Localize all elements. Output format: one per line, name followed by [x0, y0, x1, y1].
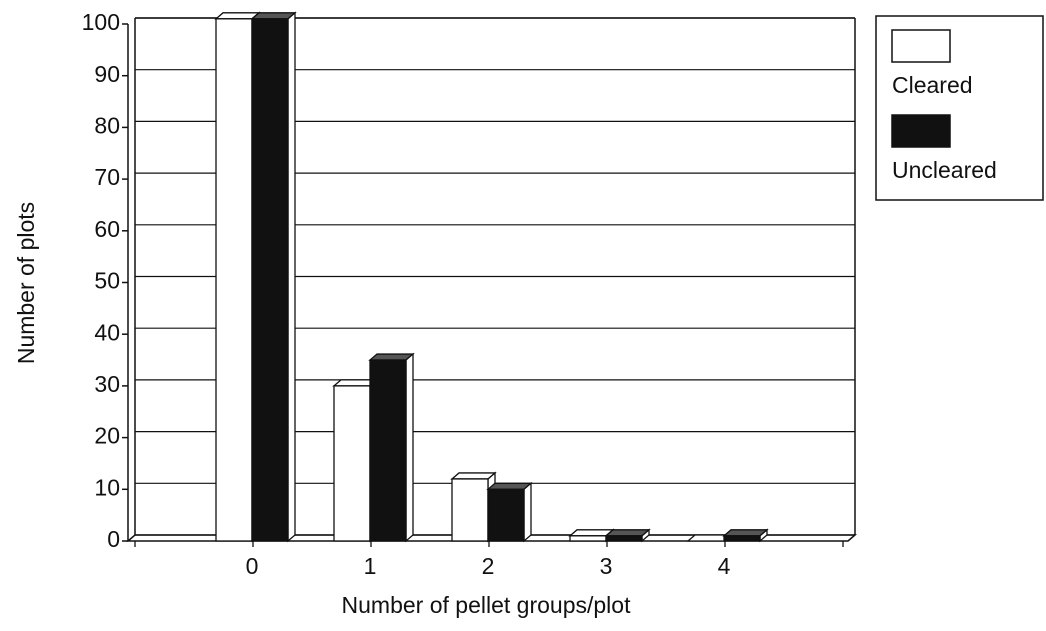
bar-front: [215, 18, 253, 542]
y-tick-label: 70: [94, 164, 120, 190]
bar-side: [523, 481, 532, 543]
x-tick-label: 1: [364, 553, 377, 579]
bar-side: [287, 11, 296, 543]
x-tick-label: 4: [718, 553, 731, 579]
y-tick-label: 0: [107, 526, 120, 552]
legend-swatch: [891, 114, 951, 148]
bar-front: [333, 385, 371, 542]
y-tick-label: 100: [82, 9, 120, 35]
bar-front: [605, 535, 643, 542]
bar-front: [451, 478, 489, 542]
bar-front: [487, 488, 525, 542]
bar: [486, 481, 533, 543]
bar-front: [369, 359, 407, 542]
x-tick-label: 2: [482, 553, 495, 579]
bar: [250, 11, 297, 543]
y-tick-label: 60: [94, 216, 120, 242]
y-tick-label: 20: [94, 423, 120, 449]
y-tick-label: 90: [94, 61, 120, 87]
y-tick-label: 10: [94, 474, 120, 500]
x-tick-label: 0: [246, 553, 259, 579]
legend-label: Cleared: [892, 72, 973, 98]
legend-swatch: [891, 29, 951, 63]
bar: [368, 352, 415, 543]
y-axis-label: Number of plots: [13, 202, 39, 364]
y-tick-label: 50: [94, 268, 120, 294]
x-tick-label: 3: [600, 553, 613, 579]
x-axis-label: Number of pellet groups/plot: [342, 592, 632, 618]
bar-front: [251, 18, 289, 542]
bar-front: [723, 535, 761, 542]
y-tick-label: 40: [94, 319, 120, 345]
bar-side: [405, 352, 414, 543]
bar: [604, 528, 651, 543]
legend-label: Uncleared: [892, 157, 997, 183]
y-tick-label: 80: [94, 112, 120, 138]
y-tick-label: 30: [94, 371, 120, 397]
bar-front: [569, 535, 607, 542]
bar: [722, 528, 769, 543]
